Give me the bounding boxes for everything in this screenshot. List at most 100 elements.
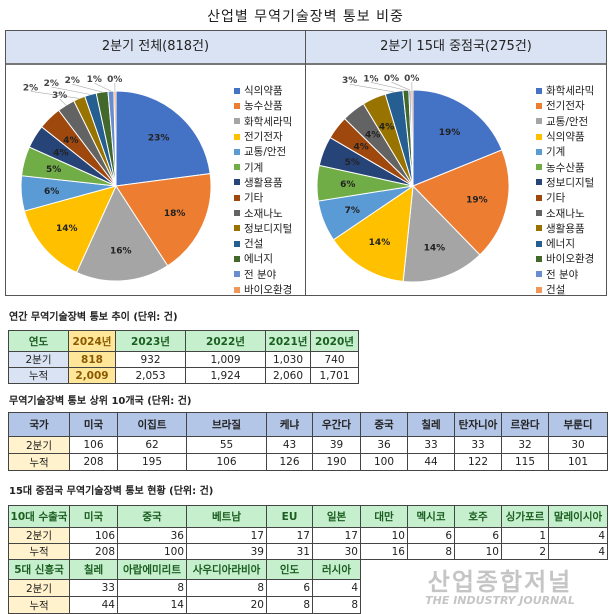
table-cell: 33	[408, 437, 455, 454]
legend-item: 전 분야	[536, 267, 594, 282]
legend-swatch	[536, 118, 542, 124]
table-cell: 100	[118, 544, 187, 560]
legend-item: 농수산품	[234, 98, 292, 113]
table-cell: 10	[455, 544, 502, 560]
legend-label: 건설	[546, 282, 565, 297]
table-cell: 33	[455, 437, 502, 454]
row-label: 2분기	[9, 437, 70, 454]
table-cell: 33	[70, 580, 118, 597]
table-cell: 740	[311, 352, 359, 368]
table-cell: 1,030	[266, 352, 311, 368]
table-cell: 115	[502, 454, 549, 471]
legend-label: 식의약품	[546, 129, 585, 144]
table-cell: 122	[455, 454, 502, 471]
row-label: 2분기	[9, 528, 70, 544]
table-cell	[455, 560, 502, 580]
table-cell: 멕시코	[408, 506, 455, 528]
legend-item: 교통/안전	[234, 144, 292, 159]
table-cell: 39	[187, 544, 267, 560]
table-cell	[455, 597, 502, 614]
table-cell	[361, 560, 408, 580]
legend-label: 건설	[244, 236, 263, 251]
table-cell	[408, 560, 455, 580]
legend-label: 기계	[244, 160, 263, 175]
legend-swatch	[536, 210, 542, 216]
table-cell: 인도	[267, 560, 313, 580]
table-cell: 44	[408, 454, 455, 471]
table-cell: 대만	[361, 506, 408, 528]
table-cell: 100	[361, 454, 408, 471]
legend-label: 소재나노	[244, 206, 283, 221]
table-cell: 미국	[70, 506, 118, 528]
table-cell: 8	[408, 544, 455, 560]
legend-swatch	[234, 241, 240, 247]
table-cell: 중국	[361, 413, 408, 437]
table-cell	[502, 560, 549, 580]
data-label: 18%	[164, 209, 186, 219]
legend-item: 바이오환경	[234, 282, 292, 297]
legend-swatch	[536, 271, 542, 277]
legend-label: 전 분야	[244, 267, 276, 282]
data-label: 6%	[340, 180, 355, 190]
legend-item: 에너지	[234, 251, 292, 266]
table-cell: 6	[455, 528, 502, 544]
legend-item: 전기전자	[536, 98, 594, 113]
table-cell: 208	[70, 544, 118, 560]
legend-swatch	[536, 134, 542, 140]
legend-swatch	[234, 164, 240, 170]
table-cell: 일본	[313, 506, 361, 528]
data-label: 3%	[342, 76, 357, 86]
legend-swatch	[536, 164, 542, 170]
table-cell: 4	[549, 544, 608, 560]
legend-item: 생활용품	[234, 175, 292, 190]
legend-label: 농수산품	[244, 98, 283, 113]
table-cell: 6	[267, 580, 313, 597]
table-cell: 싱가포르	[502, 506, 549, 528]
data-label: 2%	[65, 76, 80, 86]
table-cell: 8	[267, 597, 313, 614]
table-cell: 43	[267, 437, 313, 454]
chart-panel-focus: 2분기 15대 중점국(275건) 19%19%14%14%7%6%5%4%4%…	[305, 30, 607, 296]
data-label: 23%	[148, 133, 170, 143]
table-cell	[549, 597, 608, 614]
table-cell: 106	[70, 528, 118, 544]
data-label: 19%	[439, 128, 461, 138]
legend-label: 식의약품	[244, 83, 283, 98]
legend-label: 기계	[546, 144, 565, 159]
table-cell: 17	[313, 528, 361, 544]
table-cell: 126	[267, 454, 313, 471]
table-cell: 106	[70, 437, 118, 454]
legend-label: 기타	[244, 190, 263, 205]
data-label: 3%	[52, 91, 67, 101]
legend-swatch	[234, 256, 240, 262]
legend-item: 소재나노	[536, 205, 594, 220]
table-cell: 미국	[70, 413, 118, 437]
legend-swatch	[234, 103, 240, 109]
legend-item: 식의약품	[536, 129, 594, 144]
table-cell: 30	[549, 437, 608, 454]
table-cell: 2	[502, 544, 549, 560]
legend-swatch	[536, 241, 542, 247]
table-cell	[408, 580, 455, 597]
table-cell: 호주	[455, 506, 502, 528]
table-cell: 말레이시아	[549, 506, 608, 528]
legend-item: 화학세라믹	[234, 114, 292, 129]
legend-swatch	[234, 149, 240, 155]
row-label: 2분기	[9, 580, 70, 597]
data-label: 0%	[404, 74, 419, 84]
table-cell	[361, 597, 408, 614]
legend-swatch	[536, 103, 542, 109]
table-cell: 14	[118, 597, 187, 614]
table-cell: 러시아	[313, 560, 361, 580]
data-label: 14%	[369, 238, 391, 248]
legend-item: 기계	[234, 159, 292, 174]
table-cell: 칠레	[70, 560, 118, 580]
table-cell: 16	[361, 544, 408, 560]
legend-item: 기타	[234, 190, 292, 205]
data-label: 6%	[44, 187, 59, 197]
legend-label: 바이오환경	[546, 251, 594, 266]
